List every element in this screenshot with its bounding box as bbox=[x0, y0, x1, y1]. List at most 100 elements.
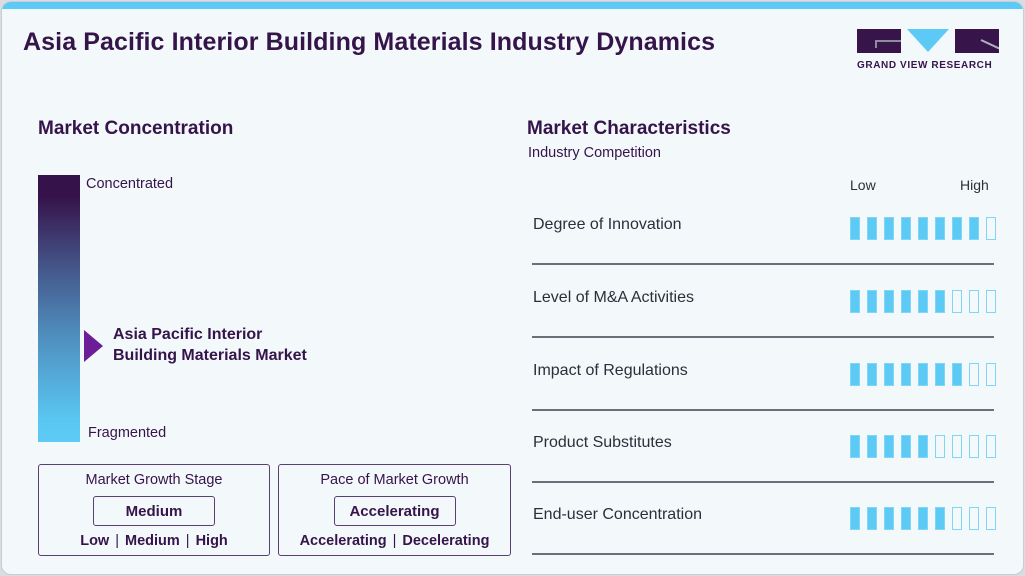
rating-segment-filled-icon bbox=[918, 363, 928, 386]
rating-meter bbox=[850, 363, 996, 386]
rating-segment-empty-icon bbox=[935, 435, 945, 458]
rating-segment-filled-icon bbox=[850, 217, 860, 240]
scale-high-label: High bbox=[960, 177, 989, 193]
logo-text: GRAND VIEW RESEARCH bbox=[857, 60, 993, 71]
rating-segment-filled-icon bbox=[884, 217, 894, 240]
logo-v-icon bbox=[907, 29, 949, 52]
rating-segment-empty-icon bbox=[969, 507, 979, 530]
rating-segment-filled-icon bbox=[884, 290, 894, 313]
separator: | bbox=[392, 533, 397, 549]
growth-pace-value: Accelerating bbox=[333, 496, 456, 526]
industry-competition-subtitle: Industry Competition bbox=[528, 145, 661, 161]
separator: | bbox=[185, 533, 190, 549]
rating-segment-filled-icon bbox=[884, 507, 894, 530]
rating-segment-empty-icon bbox=[986, 363, 996, 386]
market-name-label: Asia Pacific Interior Building Materials… bbox=[113, 324, 307, 366]
market-position-marker-icon bbox=[84, 330, 103, 362]
rating-segment-filled-icon bbox=[884, 435, 894, 458]
row-divider bbox=[532, 409, 994, 411]
fragmented-label: Fragmented bbox=[88, 425, 167, 441]
rating-segment-filled-icon bbox=[935, 363, 945, 386]
rating-segment-filled-icon bbox=[901, 363, 911, 386]
growth-stage-option: Medium bbox=[125, 533, 180, 549]
characteristic-label: Level of M&A Activities bbox=[533, 289, 694, 306]
rating-segment-empty-icon bbox=[952, 507, 962, 530]
rating-segment-filled-icon bbox=[952, 363, 962, 386]
rating-segment-filled-icon bbox=[867, 363, 877, 386]
rating-segment-empty-icon bbox=[969, 290, 979, 313]
growth-pace-option: Decelerating bbox=[402, 533, 490, 549]
rating-segment-filled-icon bbox=[969, 217, 979, 240]
rating-segment-filled-icon bbox=[867, 507, 877, 530]
logo-g-icon bbox=[857, 29, 901, 53]
market-characteristics-title: Market Characteristics bbox=[527, 118, 731, 139]
scale-low-label: Low bbox=[850, 177, 876, 193]
rating-segment-filled-icon bbox=[850, 507, 860, 530]
market-growth-stage-box: Market Growth Stage Medium Low | Medium | Hi… bbox=[38, 464, 270, 556]
separator: | bbox=[115, 533, 119, 549]
characteristic-row: Level of M&A Activities bbox=[532, 265, 996, 338]
accent-top-bar bbox=[2, 2, 1023, 9]
characteristic-label: Degree of Innovation bbox=[533, 216, 682, 233]
page-title: Asia Pacific Interior Building Materials… bbox=[23, 28, 716, 56]
growth-stage-options: Low | Medium | High bbox=[39, 533, 269, 549]
rating-segment-filled-icon bbox=[935, 217, 945, 240]
growth-stage-title: Market Growth Stage bbox=[85, 472, 223, 488]
rating-meter bbox=[850, 435, 996, 458]
rating-segment-filled-icon bbox=[867, 290, 877, 313]
characteristic-label: Impact of Regulations bbox=[533, 362, 688, 379]
market-name-line2: Building Materials Market bbox=[113, 347, 307, 364]
rating-segment-empty-icon bbox=[969, 435, 979, 458]
characteristic-row: End-user Concentration bbox=[532, 482, 996, 555]
concentration-gradient-bar bbox=[38, 175, 80, 442]
grand-view-research-logo: GRAND VIEW RESEARCH bbox=[857, 29, 999, 73]
rating-segment-empty-icon bbox=[952, 290, 962, 313]
rating-segment-filled-icon bbox=[952, 217, 962, 240]
rating-segment-filled-icon bbox=[850, 435, 860, 458]
logo-mark-icon bbox=[857, 29, 999, 53]
rating-meter bbox=[850, 290, 996, 313]
rating-segment-filled-icon bbox=[901, 290, 911, 313]
row-divider bbox=[532, 336, 994, 338]
market-concentration-title: Market Concentration bbox=[38, 118, 234, 139]
rating-segment-filled-icon bbox=[918, 290, 928, 313]
growth-stage-option: Low bbox=[80, 533, 110, 549]
rating-segment-filled-icon bbox=[884, 363, 894, 386]
growth-pace-options: Accelerating | Decelerating bbox=[279, 533, 510, 549]
characteristic-row: Impact of Regulations bbox=[532, 338, 996, 411]
rating-segment-filled-icon bbox=[901, 217, 911, 240]
rating-segment-empty-icon bbox=[952, 435, 962, 458]
concentrated-label: Concentrated bbox=[86, 176, 174, 192]
rating-segment-filled-icon bbox=[850, 363, 860, 386]
rating-segment-filled-icon bbox=[918, 507, 928, 530]
row-divider bbox=[532, 263, 994, 265]
rating-meter bbox=[850, 217, 996, 240]
market-name-line1: Asia Pacific Interior bbox=[113, 326, 263, 343]
rating-segment-filled-icon bbox=[850, 290, 860, 313]
rating-segment-empty-icon bbox=[986, 290, 996, 313]
row-divider bbox=[532, 481, 994, 483]
rating-segment-filled-icon bbox=[918, 435, 928, 458]
characteristic-label: Product Substitutes bbox=[533, 434, 672, 451]
rating-segment-filled-icon bbox=[867, 217, 877, 240]
growth-stage-option: High bbox=[195, 533, 228, 549]
rating-segment-filled-icon bbox=[918, 217, 928, 240]
rating-meter bbox=[850, 507, 996, 530]
rating-segment-empty-icon bbox=[986, 217, 996, 240]
rating-segment-filled-icon bbox=[901, 507, 911, 530]
pace-of-market-growth-box: Pace of Market Growth Accelerating Accel… bbox=[278, 464, 511, 556]
characteristic-row: Product Substitutes bbox=[532, 410, 996, 483]
rating-segment-empty-icon bbox=[986, 435, 996, 458]
growth-stage-value: Medium bbox=[93, 496, 215, 526]
row-divider bbox=[532, 553, 994, 555]
growth-pace-option: Accelerating bbox=[299, 533, 387, 549]
growth-pace-title: Pace of Market Growth bbox=[320, 472, 469, 488]
rating-segment-filled-icon bbox=[935, 507, 945, 530]
characteristic-row: Degree of Innovation bbox=[532, 192, 996, 265]
rating-segment-empty-icon bbox=[986, 507, 996, 530]
logo-r-icon bbox=[955, 29, 999, 53]
rating-segment-filled-icon bbox=[935, 290, 945, 313]
rating-segment-empty-icon bbox=[969, 363, 979, 386]
rating-segment-filled-icon bbox=[867, 435, 877, 458]
